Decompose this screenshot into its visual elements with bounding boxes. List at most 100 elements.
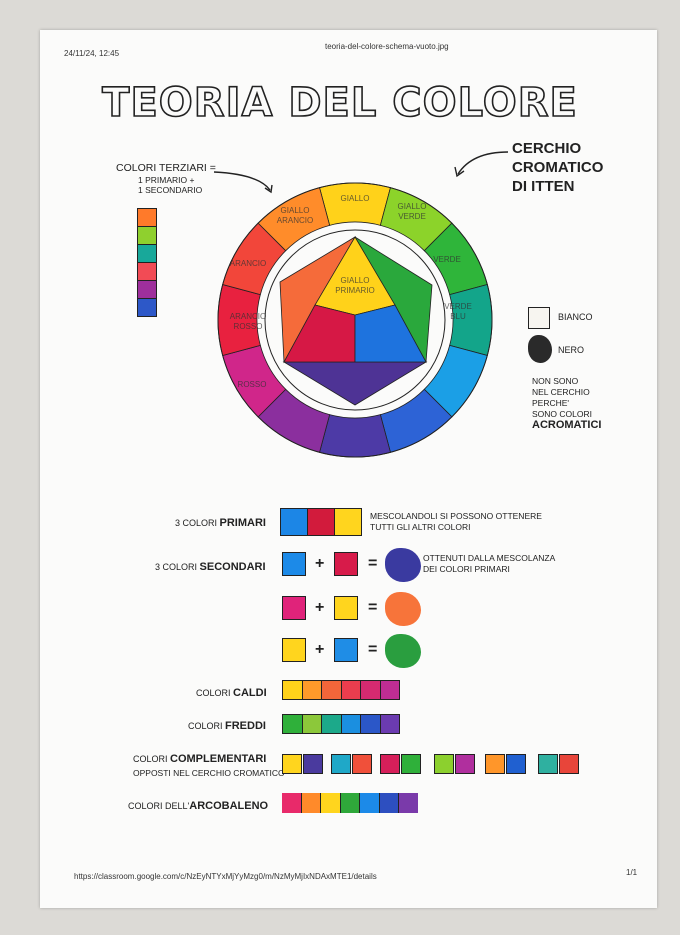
tertiary-arrow-icon — [213, 171, 273, 194]
tertiary-line2: 1 PRIMARIO + — [138, 175, 195, 185]
secondary-input-a — [282, 638, 306, 662]
complementary-swatch — [380, 754, 400, 774]
primary-swatch — [280, 508, 308, 536]
tertiary-swatch — [137, 280, 157, 299]
print-filename: teoria-del-colore-schema-vuoto.jpg — [325, 42, 449, 51]
secondary-input-b — [334, 638, 358, 662]
footer-page: 1/1 — [626, 868, 638, 877]
wheel-segment-label: VERDE — [433, 255, 461, 264]
complementary-swatch — [401, 754, 421, 774]
wheel-title-line3: DI ITTEN — [512, 178, 575, 195]
equals-sign: = — [368, 599, 378, 616]
tertiary-line3: 1 SECONDARIO — [138, 185, 203, 195]
complementary-swatch — [434, 754, 454, 774]
warm-swatch — [341, 681, 361, 699]
wheel-segment-label: VERDE — [398, 212, 426, 221]
wheel-segment-label: GIALLO — [398, 202, 427, 211]
tertiary-swatch — [137, 262, 157, 281]
secondari-label: 3 COLORI SECONDARI — [155, 561, 266, 573]
wheel-title-arrow-icon — [454, 151, 509, 178]
primari-note2: TUTTI GLI ALTRI COLORI — [370, 522, 471, 532]
wheel-segment-label: ROSSO — [238, 380, 267, 389]
secondari-note2: DEI COLORI PRIMARI — [423, 564, 510, 574]
rainbow-swatch — [360, 793, 380, 813]
inner-blue-section — [354, 304, 427, 363]
cold-swatch — [322, 715, 342, 733]
outer-ring — [217, 182, 493, 458]
complementary-swatch — [331, 754, 351, 774]
secondari-note1: OTTENUTI DALLA MESCOLANZA — [423, 553, 556, 563]
achromatic-note4: SONO COLORI — [532, 409, 592, 419]
rainbow-swatch — [379, 793, 400, 813]
secondary-input-b — [334, 596, 358, 620]
secondary-input-b — [334, 552, 358, 576]
footer-url: https://classroom.google.com/c/NzEyNTYxM… — [74, 872, 377, 881]
complementary-swatch — [303, 754, 323, 774]
primary-swatch — [334, 508, 362, 536]
rainbow-swatch — [321, 793, 341, 813]
tertiary-color-strip — [137, 208, 157, 317]
inner-yellow-label: GIALLO — [341, 276, 370, 285]
cold-swatch — [341, 715, 361, 733]
plus-sign: + — [315, 641, 325, 658]
cold-swatch — [380, 715, 399, 733]
caldi-label: COLORI CALDI — [196, 687, 267, 699]
primari-label: 3 COLORI PRIMARI — [175, 517, 266, 529]
achromatic-note5: ACROMATICI — [532, 419, 602, 431]
warm-swatch — [380, 681, 399, 699]
complementary-swatch — [455, 754, 475, 774]
equals-sign: = — [368, 555, 378, 572]
primari-note1: MESCOLANDOLI SI POSSONO OTTENERE — [370, 511, 542, 521]
cold-swatch — [361, 715, 381, 733]
complementary-swatch — [559, 754, 579, 774]
primari-swatches — [280, 508, 364, 536]
tertiary-swatch — [137, 298, 157, 317]
wheel-title-line2: CROMATICO — [512, 159, 604, 176]
complementary-swatch — [485, 754, 505, 774]
wheel-segment-label: BLU — [450, 312, 466, 321]
achromatic-note2: NEL CERCHIO — [532, 387, 590, 397]
secondary-result — [385, 548, 421, 582]
secondary-input-a — [282, 596, 306, 620]
complementary-swatch — [282, 754, 302, 774]
wheel-segment-label: ROSSO — [234, 322, 263, 331]
secondary-input-a — [282, 552, 306, 576]
achromatic-note3: PERCHE' — [532, 398, 570, 408]
tertiary-swatch — [137, 208, 157, 227]
secondary-result — [385, 634, 421, 668]
print-date: 24/11/24, 12:45 — [64, 49, 120, 58]
black-label: NERO — [558, 345, 585, 355]
freddi-label: COLORI FREDDI — [188, 720, 266, 732]
itten-color-wheel: GIALLO PRIMARIO GIALLOGIALLOVERDEVERDEVE… — [217, 182, 493, 458]
wheel-title-line1: CERCHIO — [512, 140, 582, 157]
tertiary-label: COLORI TERZIARI = — [116, 162, 216, 174]
rainbow-swatch — [282, 793, 302, 813]
freddi-strip — [282, 714, 400, 734]
complementary-swatch — [538, 754, 558, 774]
tertiary-swatch — [137, 226, 157, 245]
complementari-sub: OPPOSTI NEL CERCHIO CROMATICO — [133, 768, 285, 778]
secondary-result — [385, 592, 421, 626]
caldi-strip — [282, 680, 400, 700]
warm-swatch — [283, 681, 303, 699]
wheel-segment-label: ARANCIO — [230, 259, 266, 268]
wheel-segment-label: ARANCIO — [277, 216, 313, 225]
warm-swatch — [302, 681, 322, 699]
wheel-segment — [319, 414, 391, 458]
primary-swatch — [307, 508, 335, 536]
white-label: BIANCO — [558, 312, 593, 322]
wheel-segment-label: ARANCIO — [230, 312, 266, 321]
plus-sign: + — [315, 599, 325, 616]
warm-swatch — [361, 681, 381, 699]
page-title: TEORIA DEL COLORE — [101, 79, 578, 127]
wheel-segment-label: GIALLO — [281, 206, 310, 215]
complementari-label: COLORI COMPLEMENTARI — [133, 753, 267, 765]
cold-swatch — [302, 715, 322, 733]
tertiary-swatch — [137, 244, 157, 263]
wheel-segment-label: VERDE — [444, 302, 472, 311]
inner-yellow-sublabel: PRIMARIO — [335, 286, 375, 295]
rainbow-swatch — [340, 793, 361, 813]
black-swatch — [528, 335, 552, 363]
cold-swatch — [283, 715, 303, 733]
plus-sign: + — [315, 555, 325, 572]
